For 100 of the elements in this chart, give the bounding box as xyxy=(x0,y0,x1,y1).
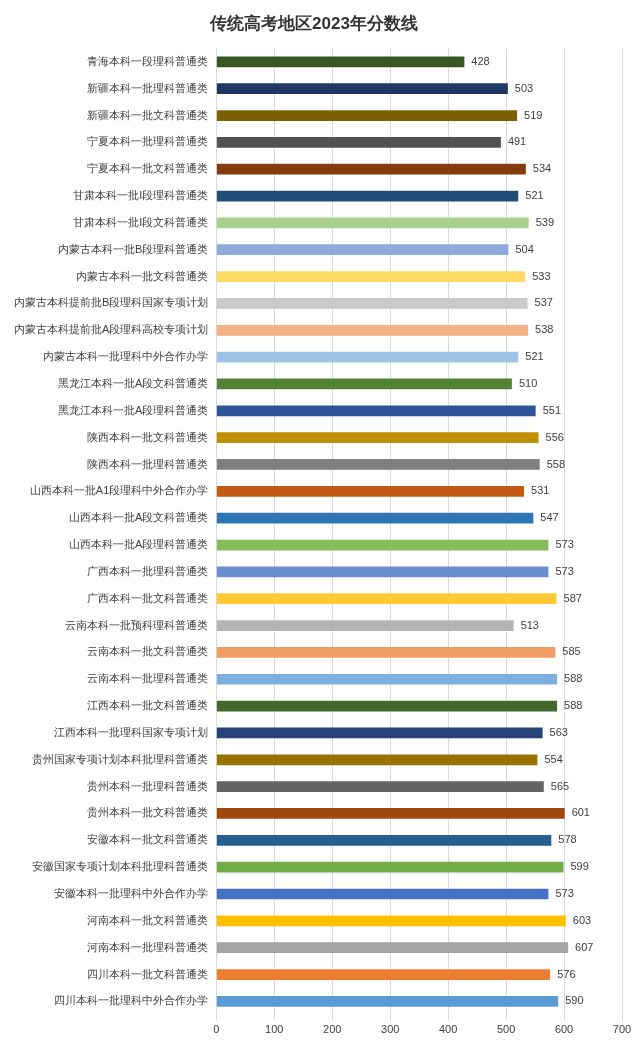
data-label: 521 xyxy=(525,189,544,202)
data-label: 534 xyxy=(532,162,552,175)
bar xyxy=(216,56,465,68)
data-label: 585 xyxy=(562,645,581,658)
data-label: 573 xyxy=(555,564,574,577)
data-label: 578 xyxy=(558,833,577,846)
y-tick-label: 内蒙古本科一批文科普通类 xyxy=(76,269,209,282)
y-tick-label: 四川本科一批理科中外合作办学 xyxy=(54,994,209,1007)
bar xyxy=(216,673,558,685)
bar xyxy=(216,110,518,121)
y-tick-label: 新疆本科一批理科普通类 xyxy=(87,81,209,94)
data-label: 510 xyxy=(518,376,538,389)
data-label: 554 xyxy=(544,752,563,765)
x-tick-label: 700 xyxy=(612,1023,632,1036)
y-tick-label: 安徽国家专项计划本科批理科普通类 xyxy=(32,860,209,873)
bar xyxy=(216,190,519,202)
bar xyxy=(216,808,565,819)
data-label: 551 xyxy=(542,403,562,416)
bar xyxy=(216,432,539,444)
y-tick-label: 宁夏本科一批文科普通类 xyxy=(87,162,209,175)
bar xyxy=(216,324,529,336)
data-label: 513 xyxy=(520,618,539,631)
bar xyxy=(216,647,556,658)
data-label: 556 xyxy=(545,430,564,443)
y-tick-label: 甘肃本科一批I段文科普通类 xyxy=(73,215,209,228)
y-tick-label: 江西本科一批理科国家专项计划 xyxy=(54,725,209,738)
data-label: 601 xyxy=(571,806,590,819)
bar xyxy=(216,915,566,927)
data-label: 590 xyxy=(565,994,584,1007)
data-label: 503 xyxy=(514,81,534,94)
bar xyxy=(216,781,544,792)
chart-title: 传统高考地区2023年分数线 xyxy=(209,13,418,33)
y-tick-label: 河南本科一批理科普通类 xyxy=(87,940,209,953)
y-tick-label: 陕西本科一批文科普通类 xyxy=(87,430,209,443)
data-label: 538 xyxy=(535,323,554,336)
y-tick-label: 甘肃本科一批I段理科普通类 xyxy=(73,189,209,202)
y-tick-label: 贵州本科一批理科普通类 xyxy=(87,779,209,792)
y-tick-label: 云南本科一批理科普通类 xyxy=(87,672,209,685)
data-label: 573 xyxy=(555,538,574,551)
bar xyxy=(216,459,540,470)
bar xyxy=(216,244,509,256)
y-tick-label: 内蒙古本科提前批A段理科高校专项计划 xyxy=(13,323,209,336)
data-label: 563 xyxy=(549,725,568,738)
y-tick-label: 广西本科一批文科普通类 xyxy=(87,591,209,604)
bar xyxy=(216,942,569,954)
y-tick-label: 青海本科一段理科普通类 xyxy=(87,54,209,67)
bar xyxy=(216,83,508,95)
bar xyxy=(216,405,536,417)
x-tick-label: 300 xyxy=(381,1023,400,1036)
y-tick-label: 黑龙江本科一批A段文科普通类 xyxy=(57,376,209,389)
y-tick-label: 云南本科一批文科普通类 xyxy=(87,645,209,658)
bar xyxy=(216,217,529,229)
data-label: 504 xyxy=(515,242,534,255)
data-label: 587 xyxy=(563,591,582,604)
y-tick-label: 陕西本科一批理科普通类 xyxy=(87,457,209,470)
x-tick-label: 200 xyxy=(323,1023,342,1036)
data-label: 533 xyxy=(532,269,551,282)
y-tick-label: 山西本科一批A段文科普通类 xyxy=(68,511,209,524)
data-label: 428 xyxy=(471,54,490,67)
data-label: 547 xyxy=(540,511,559,524)
y-tick-label: 宁夏本科一批理科普通类 xyxy=(87,135,209,148)
data-label: 588 xyxy=(564,672,583,685)
y-tick-label: 河南本科一批文科普通类 xyxy=(87,913,209,926)
x-tick-label: 0 xyxy=(213,1023,220,1036)
data-label: 603 xyxy=(572,913,592,926)
bar xyxy=(216,620,514,631)
data-label: 521 xyxy=(525,350,544,363)
data-label: 588 xyxy=(564,699,583,712)
data-label: 599 xyxy=(570,860,589,873)
bar xyxy=(216,996,559,1007)
bar xyxy=(216,700,558,712)
y-tick-label: 贵州本科一批文科普通类 xyxy=(87,806,209,819)
y-tick-label: 广西本科一批理科普通类 xyxy=(87,564,209,577)
data-label: 573 xyxy=(555,887,574,900)
data-label: 491 xyxy=(507,135,527,148)
y-tick-label: 江西本科一批文科普通类 xyxy=(87,699,209,712)
bar xyxy=(216,378,512,390)
x-tick-label: 400 xyxy=(438,1023,458,1036)
y-tick-label: 内蒙古本科一批理科中外合作办学 xyxy=(43,350,209,363)
x-tick-label: 100 xyxy=(265,1023,284,1036)
bar xyxy=(216,834,552,846)
data-label: 558 xyxy=(546,457,566,470)
bar xyxy=(216,351,519,363)
y-tick-label: 内蒙古本科一批B段理科普通类 xyxy=(57,242,209,255)
bar xyxy=(216,485,525,497)
bar xyxy=(216,754,538,766)
bar xyxy=(216,888,549,900)
bar xyxy=(216,163,526,175)
bar xyxy=(216,539,549,551)
bar xyxy=(216,298,528,309)
x-tick-label: 600 xyxy=(554,1023,574,1036)
bar xyxy=(216,593,557,605)
bar xyxy=(216,727,543,739)
y-tick-label: 内蒙古本科提前批B段理科国家专项计划 xyxy=(13,296,209,309)
data-label: 539 xyxy=(535,215,555,228)
bar xyxy=(216,271,526,282)
data-label: 537 xyxy=(534,296,553,309)
data-label: 531 xyxy=(531,484,550,497)
y-tick-label: 贵州国家专项计划本科批理科普通类 xyxy=(32,752,209,765)
data-label: 565 xyxy=(550,779,570,792)
